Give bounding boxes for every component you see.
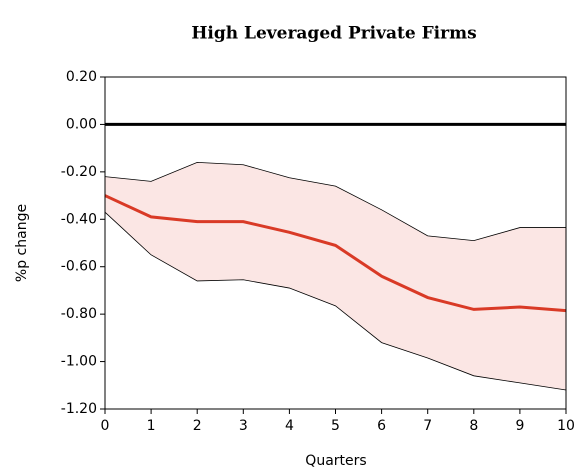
x-tick-label: 2	[193, 418, 202, 434]
lower-bound	[104, 211, 567, 391]
x-tick-label: 6	[377, 418, 386, 434]
x-tick-label: 7	[423, 418, 432, 434]
line	[104, 194, 567, 313]
chart-title: High Leveraged Private Firms	[191, 24, 476, 44]
x-tick-label: 3	[239, 418, 248, 434]
y-tick-label: -0.40	[61, 211, 97, 227]
y-tick-label: 0.00	[66, 116, 97, 132]
x-tick-label: 5	[331, 418, 340, 434]
y-tick-label: 0.20	[66, 69, 97, 85]
confidence-band	[105, 162, 566, 391]
upper-bound	[104, 161, 566, 242]
x-tick-label: 8	[469, 418, 478, 434]
y-axis-label: %p change	[14, 204, 30, 282]
x-tick-label: 10	[557, 418, 575, 434]
x-tick-label: 0	[101, 418, 110, 434]
x-tick-label: 1	[147, 418, 156, 434]
y-tick-label: -1.20	[61, 401, 97, 417]
y-tick-label: -0.60	[61, 259, 97, 275]
x-tick-label: 9	[515, 418, 524, 434]
x-axis-label: Quarters	[305, 453, 366, 469]
y-tick-label: -0.20	[61, 164, 97, 180]
y-tick-label: -0.80	[61, 306, 97, 322]
y-tick-label: -1.00	[61, 354, 97, 370]
x-tick-label: 4	[285, 418, 294, 434]
